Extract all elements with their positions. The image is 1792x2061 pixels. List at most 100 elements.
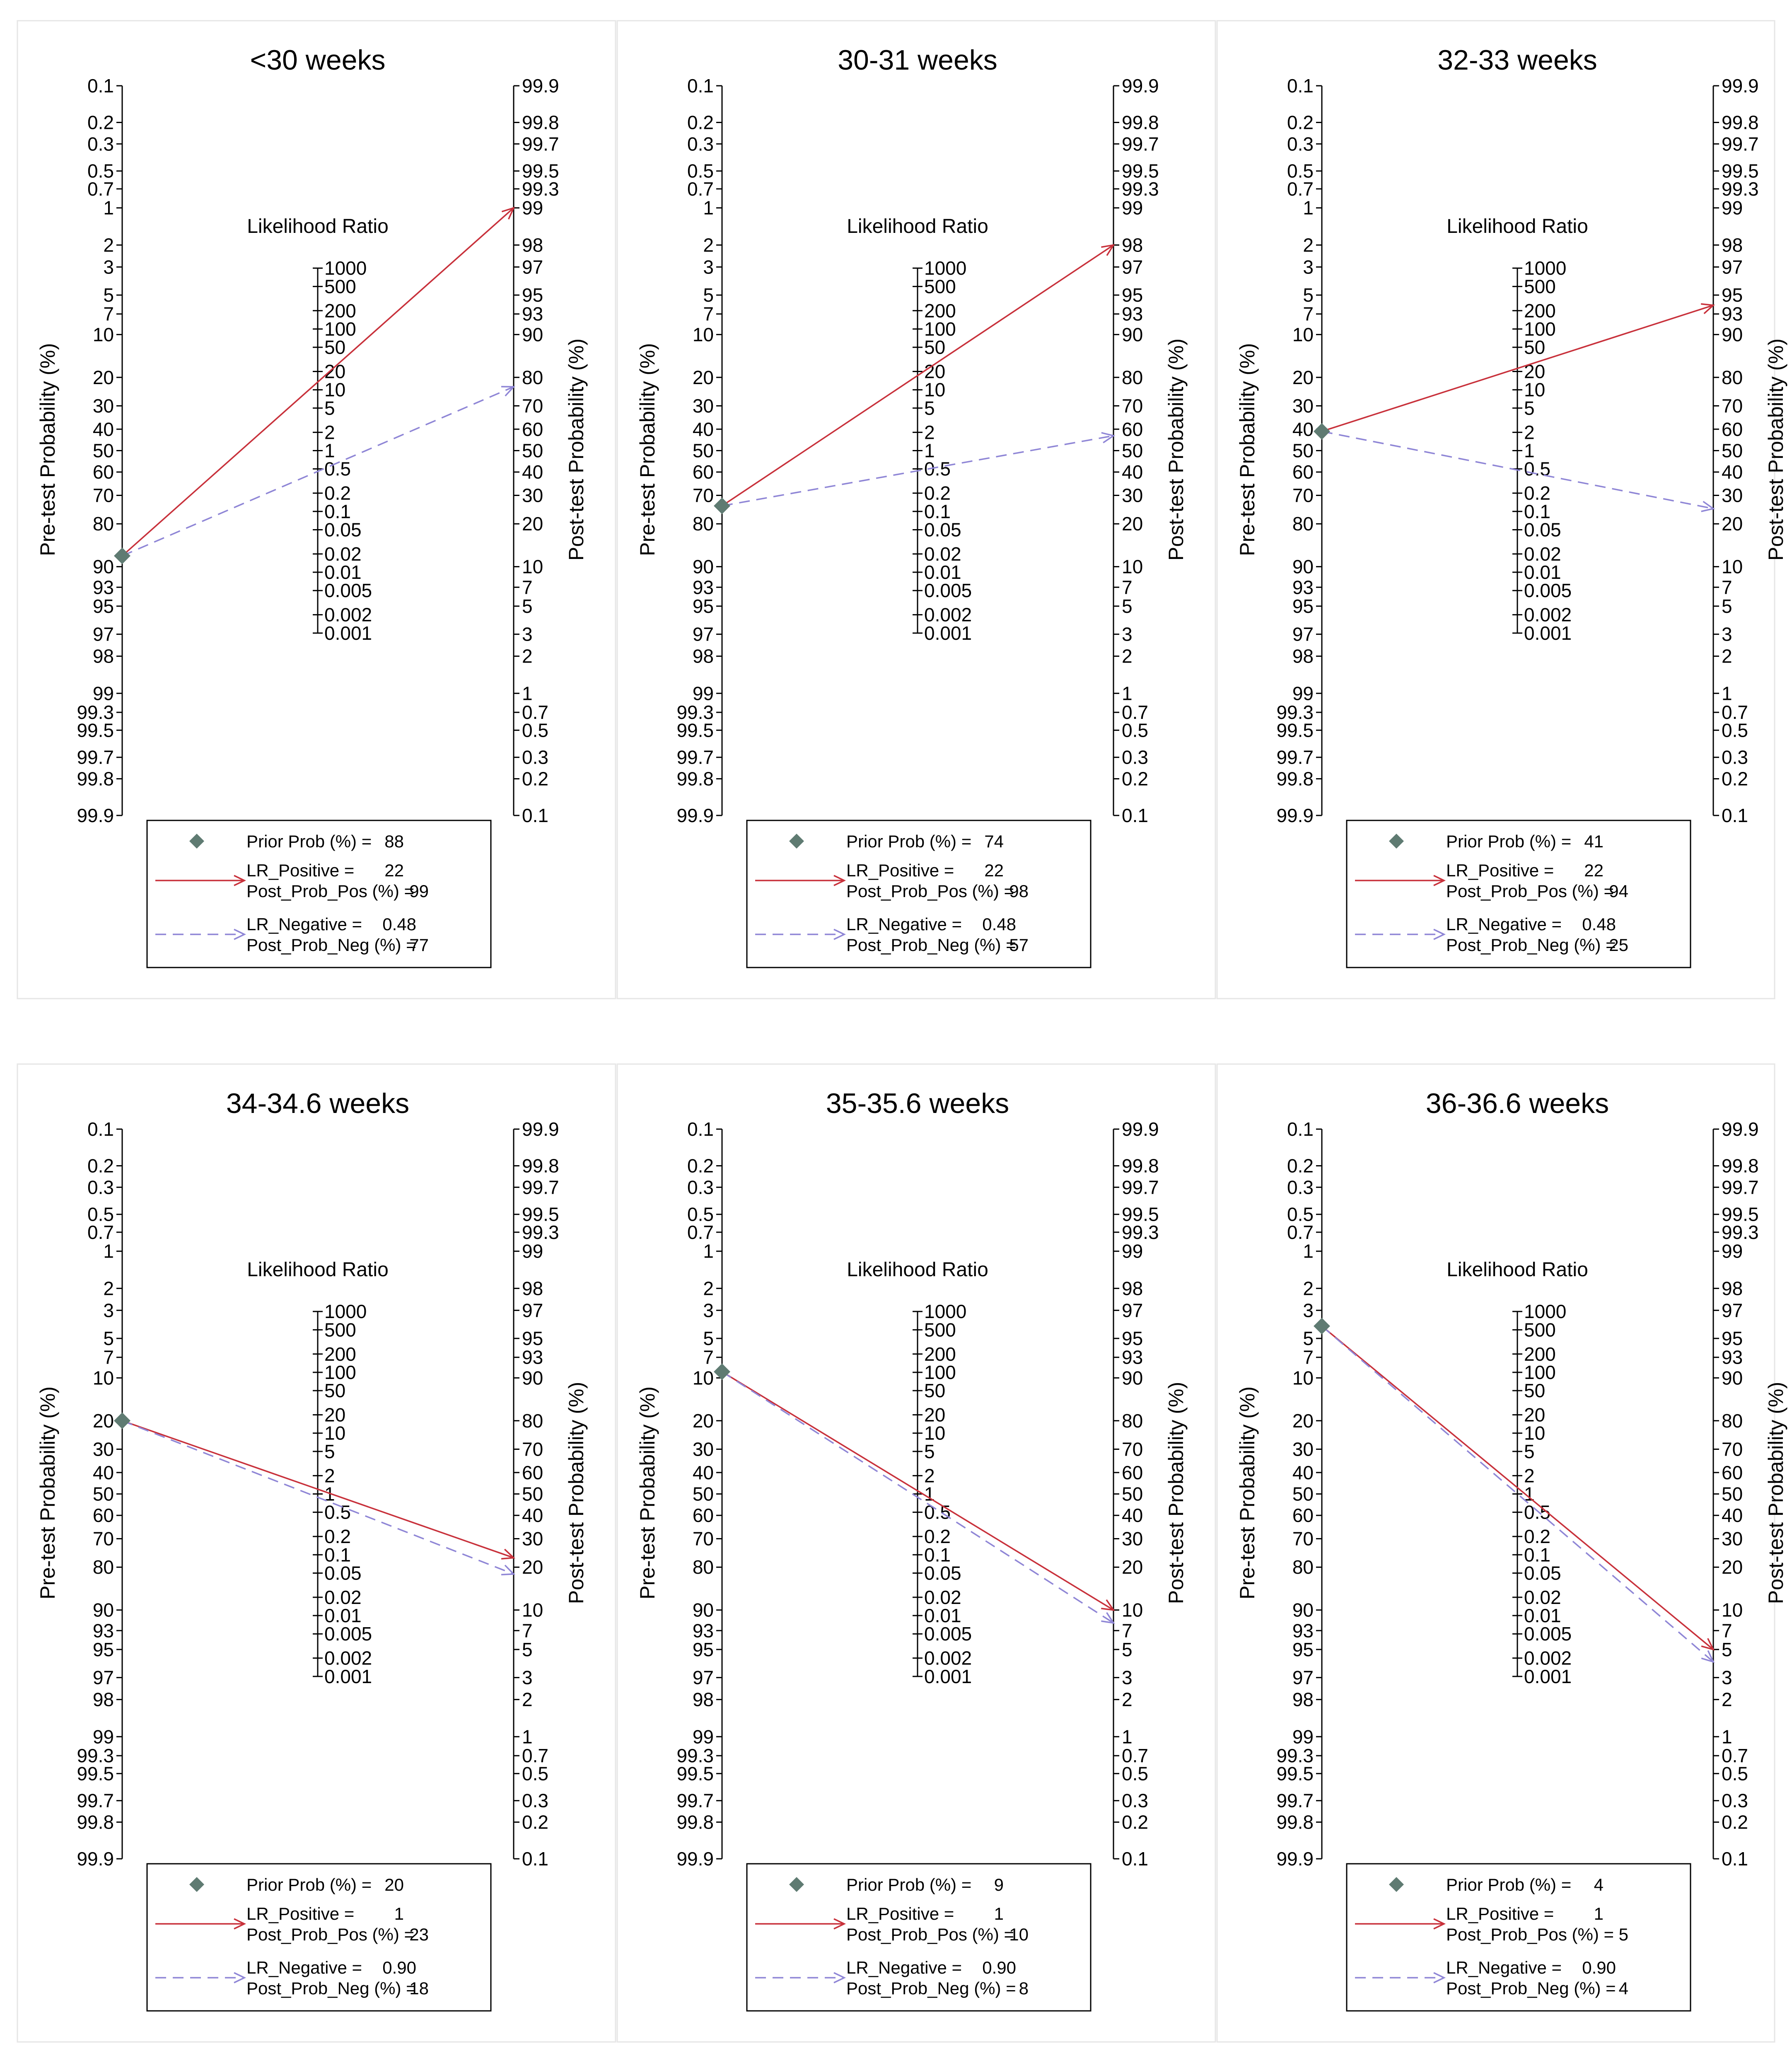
lr-tick-label: 0.1 <box>924 501 951 522</box>
lr-tick-label: 0.05 <box>324 1562 362 1584</box>
legend-post-prob-pos-label: Post_Prob_Pos (%) = <box>1446 881 1614 901</box>
lr-tick-label: 0.01 <box>924 1605 961 1626</box>
legend-lr-positive-label: LR_Positive = <box>246 1904 354 1923</box>
pretest-tick-label: 98 <box>693 646 714 667</box>
posttest-tick-label: 20 <box>1722 1556 1743 1578</box>
pretest-tick-label: 0.3 <box>1287 1176 1314 1198</box>
legend-lr-negative-label: LR_Negative = <box>846 1958 962 1977</box>
posttest-tick-label: 3 <box>522 624 533 645</box>
legend-prior-marker <box>789 1877 804 1892</box>
positive-lr-line <box>121 207 514 556</box>
pretest-tick-label: 99.8 <box>1276 1812 1314 1833</box>
pretest-tick-label: 0.7 <box>1287 1222 1314 1243</box>
pretest-tick-label: 98 <box>1292 646 1314 667</box>
posttest-tick-label: 20 <box>1122 1556 1143 1578</box>
pretest-tick-label: 7 <box>103 1347 114 1368</box>
lr-tick-label: 2 <box>324 1465 335 1486</box>
pretest-tick-label: 99.9 <box>1276 805 1314 826</box>
posttest-tick-label: 60 <box>1122 418 1143 440</box>
legend-positive-arrowhead <box>1433 1918 1446 1930</box>
posttest-tick-label: 99 <box>1722 1241 1743 1262</box>
panel-frame <box>17 1063 616 2043</box>
pretest-tick-label: 90 <box>1292 556 1314 578</box>
legend-lr-negative-value: 0.90 <box>382 1958 416 1977</box>
pretest-tick-label: 99.8 <box>77 768 114 790</box>
pretest-tick-label: 98 <box>1292 1689 1314 1710</box>
pretest-tick-label: 0.7 <box>87 1222 114 1243</box>
posttest-tick-label: 60 <box>1722 418 1743 440</box>
legend-lr-negative-label: LR_Negative = <box>1446 914 1562 934</box>
posttest-tick-label: 20 <box>1722 513 1743 535</box>
legend-post-prob-neg-label: Post_Prob_Neg (%) = <box>246 1979 416 1998</box>
pretest-tick-label: 0.2 <box>687 111 714 133</box>
legend-post-prob-neg-label: Post_Prob_Neg (%) = <box>246 935 416 955</box>
pretest-tick-label: 99.8 <box>1276 768 1314 790</box>
positive-lr-line <box>1321 1326 1714 1650</box>
posttest-tick-label: 10 <box>1122 556 1143 578</box>
pretest-tick-label: 5 <box>1303 284 1314 306</box>
pretest-tick-label: 99.3 <box>676 702 714 723</box>
pretest-tick-label: 50 <box>693 440 714 462</box>
posttest-tick-label: 3 <box>1122 1667 1133 1688</box>
posttest-tick-label: 5 <box>1122 1639 1133 1660</box>
posttest-tick-label: 99 <box>1122 1241 1143 1262</box>
legend-prior-value: 20 <box>384 1875 404 1894</box>
nomogram-panel: 35-35.6 weeks0.10.20.30.50.7123571020304… <box>616 1063 1216 2043</box>
legend-post-prob-pos-value: 10 <box>1009 1925 1029 1944</box>
lr-tick-label: 1000 <box>1524 1301 1566 1322</box>
posttest-tick-label: 93 <box>1122 1347 1143 1368</box>
negative-lr-arrowhead <box>1101 432 1116 443</box>
posttest-tick-label: 97 <box>522 1299 543 1321</box>
lr-tick-label: 0.01 <box>924 561 961 583</box>
lr-tick-label: 0.1 <box>924 1544 951 1565</box>
posttest-tick-label: 93 <box>1722 1347 1743 1368</box>
legend-lr-positive-value: 22 <box>1584 861 1604 880</box>
posttest-tick-label: 0.2 <box>1122 768 1148 790</box>
posttest-tick-label: 7 <box>1122 576 1133 598</box>
pretest-tick-label: 90 <box>1292 1599 1314 1621</box>
pretest-tick-label: 1 <box>703 1241 714 1262</box>
legend-prior-value: 41 <box>1584 832 1604 851</box>
lr-tick-label: 10 <box>924 379 945 401</box>
pretest-tick-label: 1 <box>1303 1241 1314 1262</box>
posttest-tick-label: 99 <box>1722 197 1743 219</box>
pretest-tick-label: 50 <box>1292 440 1314 462</box>
lr-tick-label: 20 <box>1524 1404 1545 1426</box>
lr-tick-label: 500 <box>324 1319 356 1340</box>
posttest-tick-label: 0.5 <box>522 1763 548 1784</box>
pretest-tick-label: 99.5 <box>77 1763 114 1784</box>
legend-prior-label: Prior Prob (%) = <box>246 1875 372 1894</box>
posttest-tick-label: 20 <box>1122 513 1143 535</box>
pretest-tick-label: 40 <box>93 418 114 440</box>
lr-tick-label: 100 <box>324 318 356 340</box>
posttest-tick-label: 99.5 <box>522 160 559 182</box>
posttest-tick-label: 2 <box>1722 1689 1732 1710</box>
posttest-tick-label: 20 <box>522 513 543 535</box>
posttest-tick-label: 1 <box>1122 682 1133 704</box>
posttest-tick-label: 95 <box>1122 1328 1143 1349</box>
lr-tick-label: 5 <box>924 1441 935 1462</box>
pretest-tick-label: 93 <box>93 1620 114 1641</box>
lr-tick-label: 200 <box>924 300 956 322</box>
posttest-tick-label: 30 <box>1722 1528 1743 1550</box>
legend-prior-label: Prior Prob (%) = <box>846 1875 971 1894</box>
pretest-tick-label: 20 <box>93 1410 114 1432</box>
legend-post-prob-neg-label: Post_Prob_Neg (%) = <box>846 1979 1016 1998</box>
lr-tick-label: 0.2 <box>1524 482 1550 504</box>
positive-lr-arrowhead <box>501 206 515 220</box>
posttest-tick-label: 98 <box>1722 234 1743 256</box>
pretest-tick-label: 3 <box>703 256 714 278</box>
legend-positive-arrowhead <box>234 875 246 886</box>
lr-tick-label: 0.005 <box>324 580 372 601</box>
panel-frame <box>616 1063 1216 2043</box>
pretest-tick-label: 0.7 <box>87 178 114 200</box>
pretest-tick-label: 0.5 <box>87 1204 114 1225</box>
positive-lr-arrowhead <box>1101 1599 1115 1611</box>
panel-frame <box>17 20 616 999</box>
legend-prior-marker <box>189 834 204 849</box>
posttest-tick-label: 90 <box>1122 1367 1143 1389</box>
posttest-tick-label: 5 <box>1122 595 1133 617</box>
posttest-tick-label: 99.3 <box>1722 178 1759 200</box>
lr-tick-label: 2 <box>1524 1465 1535 1486</box>
lr-tick-label: 20 <box>324 361 345 382</box>
